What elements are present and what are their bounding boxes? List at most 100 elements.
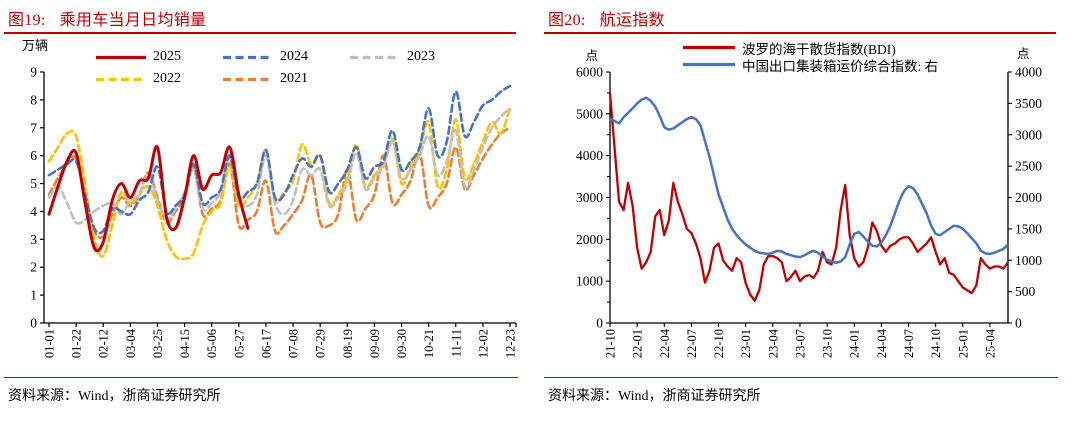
x-tick-label: 01-22 bbox=[70, 329, 84, 358]
right-y-tick-label: 3500 bbox=[1015, 96, 1042, 111]
title-rule bbox=[4, 32, 516, 34]
legend-item-中国出口集装箱运价综合指数: 右: 中国出口集装箱运价综合指数: 右 bbox=[682, 55, 938, 75]
legend-line-sample bbox=[96, 55, 146, 59]
source-rule bbox=[4, 377, 518, 378]
legend-item-2022: 2022 bbox=[95, 71, 222, 87]
right-y-tick-label: 0 bbox=[1015, 316, 1022, 331]
title-rule bbox=[544, 32, 1056, 34]
legend-label: 2024 bbox=[280, 49, 308, 64]
y-tick-label: 0 bbox=[30, 316, 37, 331]
right-y-tick-label: 2500 bbox=[1015, 159, 1042, 174]
legend-line-sample bbox=[683, 45, 735, 50]
series-line-2025 bbox=[47, 145, 250, 253]
series-line-bdi bbox=[608, 92, 1009, 302]
x-tick-label: 25-04 bbox=[983, 328, 997, 358]
x-tick-label: 09-09 bbox=[368, 329, 382, 358]
right-axis-unit-label: 点 bbox=[1017, 47, 1030, 61]
x-tick-label: 23-07 bbox=[793, 329, 807, 358]
legend-row: 2022 2021 bbox=[95, 68, 476, 90]
series-line-ccfi bbox=[609, 96, 1009, 265]
x-tick-label: 24-07 bbox=[902, 329, 916, 358]
left-y-tick-label: 6000 bbox=[576, 65, 603, 80]
right-y-tick-label: 1500 bbox=[1015, 221, 1042, 236]
source-rule bbox=[544, 377, 1058, 378]
x-tick-label: 02-12 bbox=[97, 329, 111, 358]
y-tick-label: 5 bbox=[30, 176, 37, 191]
x-tick-label: 08-19 bbox=[341, 329, 355, 358]
right-y-tick-label: 4000 bbox=[1015, 65, 1042, 80]
figure-20-panel: 图20: 航运指数 波罗的海干散货指数(BDI) 中国出口集装箱运价综合指数: 右 … bbox=[540, 0, 1080, 424]
x-tick-label: 05-06 bbox=[205, 329, 219, 358]
x-tick-label: 04-15 bbox=[178, 329, 192, 358]
x-tick-label: 24-04 bbox=[875, 328, 889, 358]
y-axis-unit-label: 万辆 bbox=[22, 38, 48, 53]
x-tick-label: 06-17 bbox=[259, 329, 273, 358]
x-tick-label: 22-04 bbox=[658, 328, 672, 358]
left-y-tick-label: 3000 bbox=[576, 190, 603, 205]
left-y-tick-label: 1000 bbox=[576, 274, 603, 289]
figure-20-number: 图20: bbox=[548, 12, 586, 29]
shipping-index-chart-area: 波罗的海干散货指数(BDI) 中国出口集装箱运价综合指数: 右 0 1000 2000… bbox=[540, 36, 1080, 372]
x-tick-label: 03-25 bbox=[151, 329, 165, 358]
right-y-tick-label: 2000 bbox=[1015, 190, 1042, 205]
figure-19-name: 乘用车当月日均销量 bbox=[59, 12, 207, 29]
legend-row: 中国出口集装箱运价综合指数: 右 bbox=[682, 55, 938, 75]
series-line-2024 bbox=[47, 84, 512, 235]
x-tick-label: 23-10 bbox=[821, 329, 835, 358]
legend-label: 波罗的海干散货指数(BDI) bbox=[742, 41, 896, 57]
left-y-tick-label: 5000 bbox=[576, 106, 603, 121]
legend-row: 2025 2024 2023 bbox=[95, 46, 476, 68]
legend-label: 中国出口集装箱运价综合指数: 右 bbox=[742, 58, 939, 74]
x-tick-label: 07-08 bbox=[287, 329, 301, 358]
x-tick-label: 11-11 bbox=[449, 329, 463, 357]
x-tick-label: 25-01 bbox=[956, 329, 970, 358]
y-tick-label: 8 bbox=[30, 92, 37, 107]
source-note: 资料来源：Wind，浙商证券研究所 bbox=[8, 389, 221, 404]
y-tick-label: 9 bbox=[30, 65, 37, 80]
legend-line-sample bbox=[223, 55, 273, 59]
legend-label: 2023 bbox=[407, 49, 435, 64]
left-y-tick-label: 0 bbox=[596, 316, 603, 331]
figure-19-title: 图19: 乘用车当月日均销量 bbox=[8, 6, 206, 30]
right-y-tick-label: 1000 bbox=[1015, 253, 1042, 268]
x-tick-label: 03-04 bbox=[124, 328, 138, 358]
x-tick-label: 23-01 bbox=[739, 329, 753, 358]
left-y-tick-label: 4000 bbox=[576, 148, 603, 163]
y-tick-label: 7 bbox=[30, 120, 37, 135]
figure-19-panel: 图19: 乘用车当月日均销量 2025 2024 2023 2022 2021 0 1 2 3 4… bbox=[0, 6, 540, 404]
legend-item-2025: 2025 bbox=[95, 49, 222, 65]
figure-19-number: 图19: bbox=[8, 12, 46, 29]
passenger-car-daily-sales-chart: 0 1 2 3 4 5 6 7 8 9 万辆 01-01 01-22 02-12 03-04 03-25 04-… bbox=[22, 38, 518, 358]
right-y-tick-label: 3000 bbox=[1015, 127, 1042, 142]
left-axis-unit-label: 点 bbox=[585, 49, 598, 63]
x-tick-label: 22-07 bbox=[685, 329, 699, 358]
shipping-index-chart-legend: 波罗的海干散货指数(BDI) 中国出口集装箱运价综合指数: 右 bbox=[682, 38, 938, 75]
y-tick-label: 2 bbox=[30, 260, 37, 275]
figure-20-name: 航运指数 bbox=[599, 12, 665, 29]
legend-label: 2025 bbox=[153, 49, 181, 64]
x-tick-label: 12-02 bbox=[476, 329, 490, 358]
x-tick-label: 09-30 bbox=[395, 329, 409, 358]
y-tick-label: 3 bbox=[30, 232, 37, 247]
x-tick-label: 01-01 bbox=[43, 329, 57, 358]
legend-line-sample bbox=[96, 77, 146, 81]
legend-item-2024: 2024 bbox=[222, 49, 349, 65]
legend-line-sample bbox=[350, 55, 400, 59]
legend-item-2023: 2023 bbox=[349, 49, 476, 65]
x-tick-label: 23-04 bbox=[766, 328, 780, 358]
x-tick-label: 22-01 bbox=[631, 329, 645, 358]
x-tick-label: 07-29 bbox=[314, 329, 328, 358]
legend-row: 波罗的海干散货指数(BDI) bbox=[682, 38, 938, 58]
passenger-car-chart-area: 2025 2024 2023 2022 2021 0 1 2 3 4 5 6 7 8 9 万辆 01-01 01… bbox=[0, 36, 540, 372]
legend-item-波罗的海干散货指数(BDI): 波罗的海干散货指数(BDI) bbox=[682, 38, 896, 58]
series-line-2023 bbox=[47, 106, 512, 225]
x-tick-label: 12-23 bbox=[504, 329, 518, 358]
legend-label: 2022 bbox=[153, 71, 181, 86]
passenger-car-chart-legend: 2025 2024 2023 2022 2021 bbox=[95, 46, 476, 90]
x-tick-label: 21-10 bbox=[604, 329, 618, 358]
series-line-2022 bbox=[47, 106, 512, 261]
x-tick-label: 22-10 bbox=[712, 329, 726, 358]
legend-label: 2021 bbox=[280, 71, 308, 86]
left-y-tick-label: 2000 bbox=[576, 232, 603, 247]
